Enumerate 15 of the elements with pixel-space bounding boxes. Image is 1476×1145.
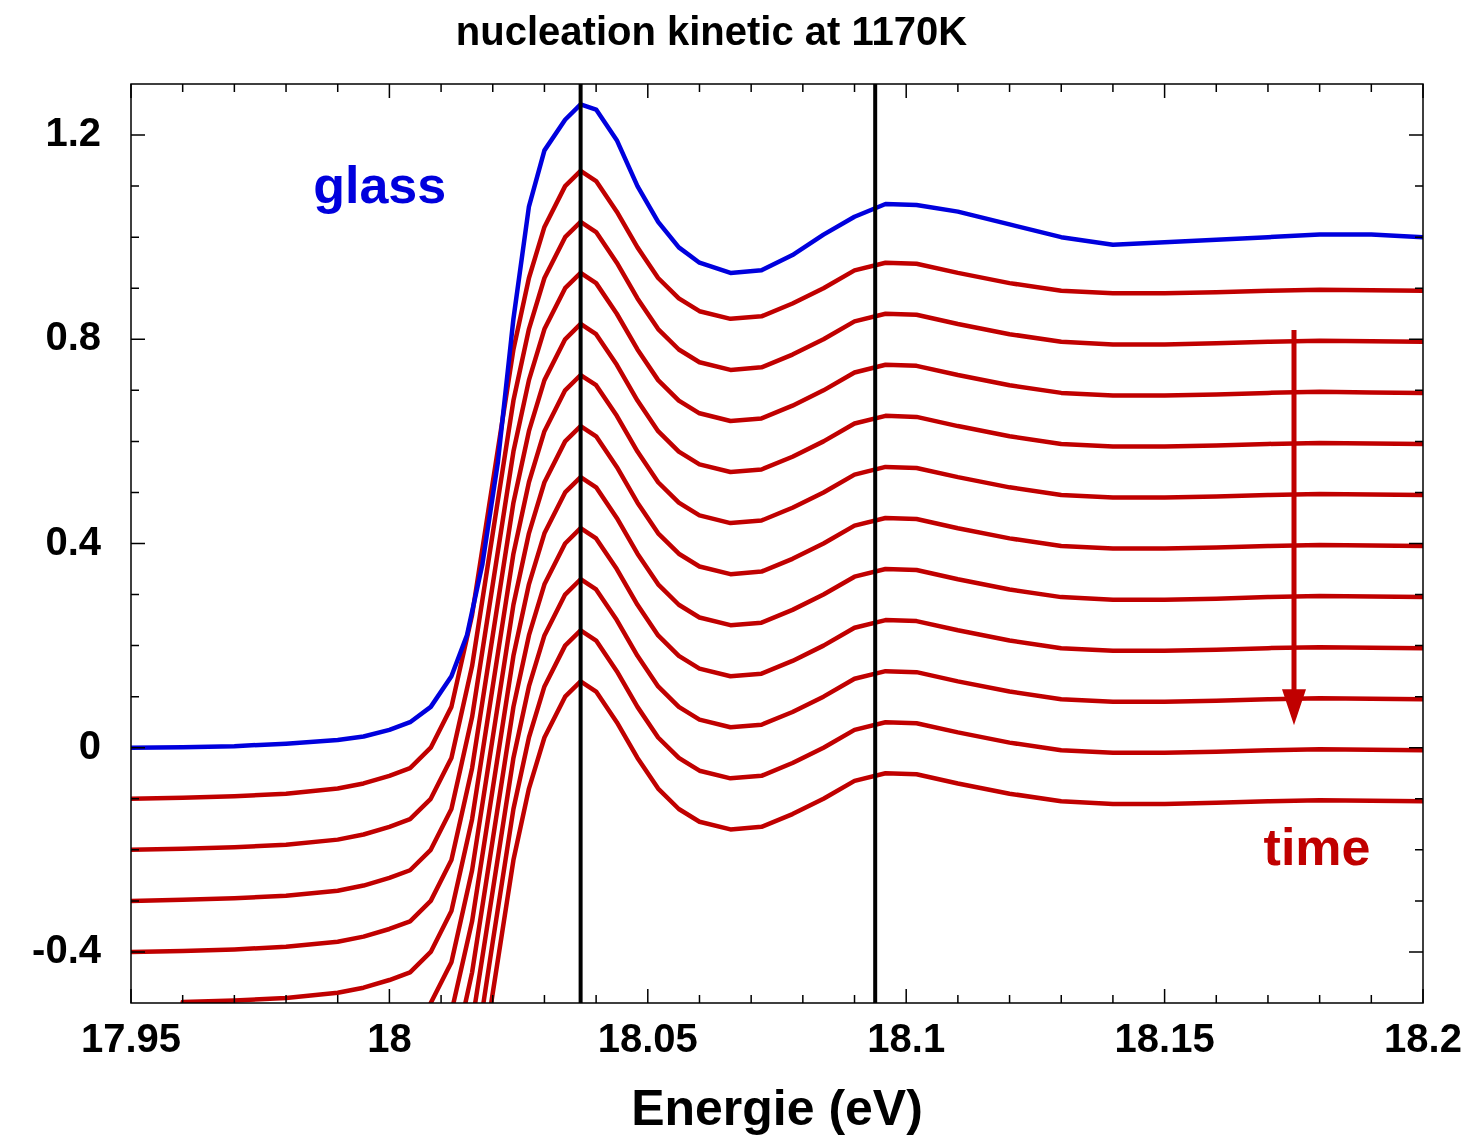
y-tick-label: -0.4	[32, 926, 102, 971]
annotation: time	[1263, 818, 1371, 877]
x-tick-label: 18.05	[597, 1016, 698, 1061]
y-tick-label: 1.2	[45, 110, 101, 155]
chart-title: nucleation kinetic at 1170K	[455, 9, 968, 54]
y-tick-label: 0.8	[45, 314, 101, 359]
x-tick-label: 18.1	[867, 1016, 946, 1061]
x-tick-label: 18	[367, 1016, 412, 1061]
x-axis-title: Energie (eV)	[631, 1079, 923, 1136]
x-tick-label: 18.2	[1384, 1016, 1462, 1061]
series-label: glass	[313, 156, 447, 215]
x-tick-label: 17.95	[80, 1016, 182, 1061]
y-tick-label: 0	[78, 722, 101, 767]
x-tick-label: 18.15	[1114, 1016, 1215, 1061]
y-tick-label: 0.4	[45, 518, 102, 563]
